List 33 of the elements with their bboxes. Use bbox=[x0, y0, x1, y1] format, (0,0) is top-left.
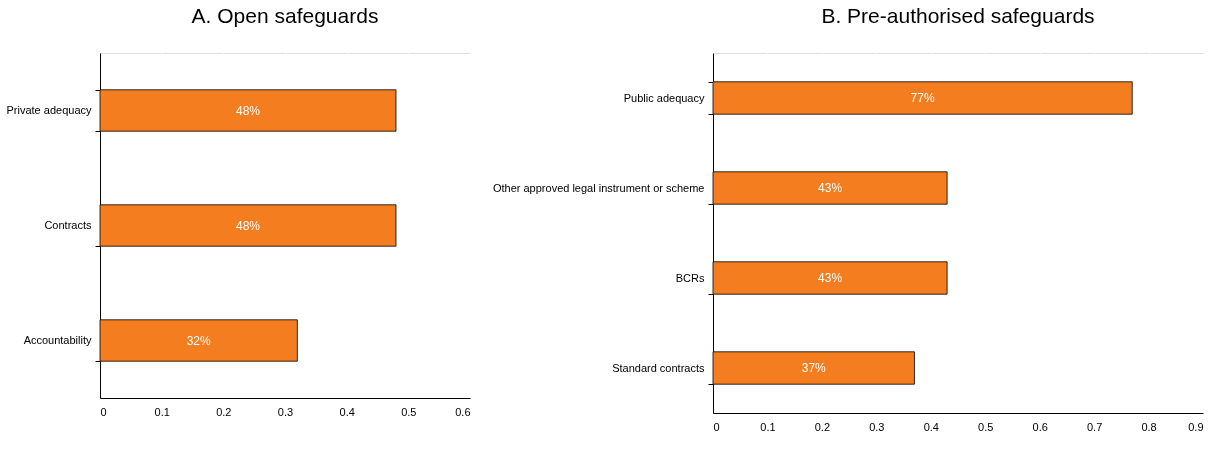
x-tick-label: 0.4 bbox=[923, 420, 939, 433]
y-tick-label: Standard contracts bbox=[612, 361, 705, 374]
x-tick-label: 0.9 bbox=[1188, 420, 1204, 433]
x-tick-label: 0 bbox=[100, 405, 107, 418]
x-tick-label: 0.5 bbox=[401, 405, 417, 418]
chart-title: A. Open safeguards bbox=[191, 4, 379, 27]
x-tick-label: 0.3 bbox=[277, 405, 294, 418]
y-tick-label: Public adequacy bbox=[623, 91, 705, 104]
y-tick-label: Private adequacy bbox=[6, 104, 92, 116]
data-label: 48% bbox=[235, 218, 261, 233]
x-tick-label: 0.6 bbox=[455, 405, 471, 418]
x-tick-label: 0.2 bbox=[216, 405, 232, 418]
x-tick-label: 0.4 bbox=[339, 405, 355, 418]
y-tick-label: Accountability bbox=[23, 334, 92, 346]
data-label: 43% bbox=[818, 181, 843, 195]
data-label: 77% bbox=[910, 91, 935, 105]
y-tick-label: Other approved legal instrument or scheme bbox=[492, 181, 705, 194]
data-label: 43% bbox=[818, 271, 843, 285]
x-tick-label: 0.1 bbox=[760, 420, 776, 433]
y-tick-label: Contracts bbox=[44, 219, 92, 231]
x-tick-label: 0.8 bbox=[1141, 420, 1157, 433]
data-label: 32% bbox=[186, 333, 211, 348]
chart-title: B. Pre-authorised safeguards bbox=[821, 4, 1095, 27]
y-tick-label: BCRs bbox=[675, 271, 705, 284]
x-tick-label: 0.3 bbox=[869, 420, 885, 433]
x-tick-label: 0.5 bbox=[978, 420, 994, 433]
x-tick-label: 0.7 bbox=[1086, 420, 1103, 433]
x-tick-label: 0.2 bbox=[814, 420, 831, 433]
x-tick-label: 0.1 bbox=[154, 405, 170, 418]
x-tick-label: 0.6 bbox=[1032, 420, 1048, 433]
data-label: 37% bbox=[801, 361, 827, 375]
data-label: 48% bbox=[235, 103, 261, 118]
x-tick-label: 0 bbox=[713, 420, 720, 433]
